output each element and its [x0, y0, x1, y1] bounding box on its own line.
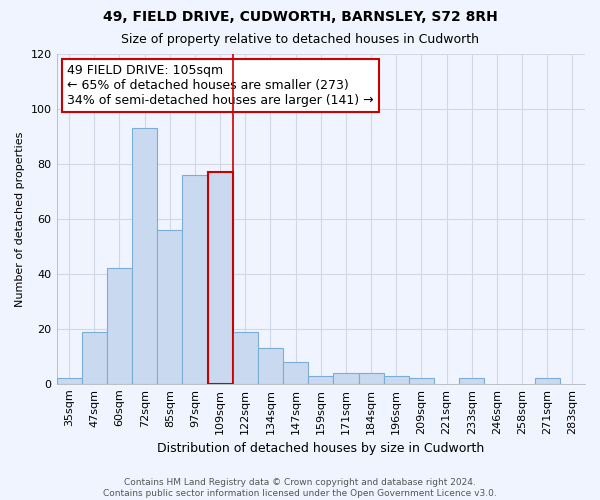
Bar	[308, 376, 334, 384]
Bar	[535, 378, 560, 384]
Bar	[132, 128, 157, 384]
Bar	[233, 332, 258, 384]
Text: 49, FIELD DRIVE, CUDWORTH, BARNSLEY, S72 8RH: 49, FIELD DRIVE, CUDWORTH, BARNSLEY, S72…	[103, 10, 497, 24]
Bar	[334, 373, 359, 384]
Bar	[157, 230, 182, 384]
Bar	[409, 378, 434, 384]
Text: 49 FIELD DRIVE: 105sqm
← 65% of detached houses are smaller (273)
34% of semi-de: 49 FIELD DRIVE: 105sqm ← 65% of detached…	[67, 64, 374, 107]
X-axis label: Distribution of detached houses by size in Cudworth: Distribution of detached houses by size …	[157, 442, 484, 455]
Bar	[283, 362, 308, 384]
Bar	[359, 373, 383, 384]
Bar	[383, 376, 409, 384]
Bar	[459, 378, 484, 384]
Text: Contains HM Land Registry data © Crown copyright and database right 2024.
Contai: Contains HM Land Registry data © Crown c…	[103, 478, 497, 498]
Bar	[182, 175, 208, 384]
Bar	[82, 332, 107, 384]
Bar	[258, 348, 283, 384]
Bar	[107, 268, 132, 384]
Bar	[208, 172, 233, 384]
Y-axis label: Number of detached properties: Number of detached properties	[15, 131, 25, 306]
Bar	[56, 378, 82, 384]
Text: Size of property relative to detached houses in Cudworth: Size of property relative to detached ho…	[121, 32, 479, 46]
